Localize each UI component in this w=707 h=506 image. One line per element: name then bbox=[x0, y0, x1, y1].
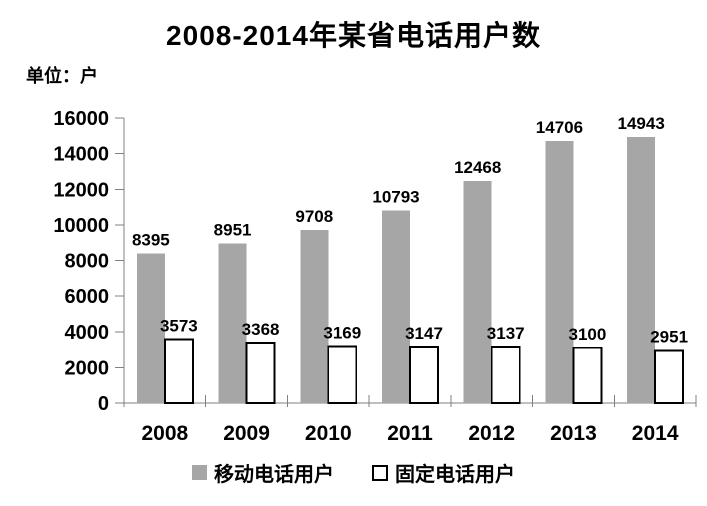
legend-label-fixed: 固定电话用户 bbox=[395, 464, 515, 486]
value-label-mobile-2008: 8395 bbox=[132, 230, 170, 249]
bar-mobile-2012 bbox=[463, 180, 492, 403]
x-axis-label-2011: 2011 bbox=[387, 422, 433, 445]
y-axis-label-4000: 4000 bbox=[65, 322, 110, 344]
x-axis-label-2009: 2009 bbox=[223, 422, 270, 445]
y-axis-label-0: 0 bbox=[98, 393, 109, 415]
value-label-fixed-2008: 3573 bbox=[160, 316, 198, 335]
bar-mobile-2008 bbox=[136, 253, 165, 403]
y-axis-label-10000: 10000 bbox=[53, 215, 109, 237]
value-label-mobile-2012: 12468 bbox=[454, 158, 501, 177]
y-axis-label-8000: 8000 bbox=[65, 251, 110, 273]
y-axis-label-2000: 2000 bbox=[65, 357, 110, 379]
y-axis-label-6000: 6000 bbox=[65, 286, 110, 308]
x-axis-label-2008: 2008 bbox=[141, 422, 188, 445]
x-axis-label-2012: 2012 bbox=[468, 422, 515, 445]
y-axis-label-16000: 16000 bbox=[53, 108, 109, 130]
bar-fixed-2008 bbox=[163, 338, 194, 404]
bar-fixed-2014 bbox=[654, 349, 685, 404]
y-axis-label-12000: 12000 bbox=[53, 179, 109, 201]
value-label-mobile-2014: 14943 bbox=[618, 114, 665, 133]
value-label-mobile-2013: 14706 bbox=[536, 118, 583, 137]
chart-legend: 移动电话用户 固定电话用户 bbox=[0, 458, 707, 487]
value-label-fixed-2013: 3100 bbox=[569, 325, 607, 344]
bar-fixed-2012 bbox=[490, 346, 521, 404]
value-label-mobile-2010: 9708 bbox=[295, 207, 333, 226]
x-axis-label-2014: 2014 bbox=[632, 422, 679, 445]
bar-mobile-2010 bbox=[300, 230, 329, 403]
value-label-fixed-2012: 3137 bbox=[487, 324, 525, 343]
bar-fixed-2009 bbox=[245, 342, 276, 404]
legend-item-fixed: 固定电话用户 bbox=[372, 458, 515, 487]
bar-mobile-2011 bbox=[382, 210, 410, 403]
bar-fixed-2010 bbox=[327, 345, 358, 404]
value-label-mobile-2011: 10793 bbox=[372, 188, 419, 207]
value-label-fixed-2014: 2951 bbox=[650, 327, 688, 346]
value-label-fixed-2011: 3147 bbox=[405, 324, 443, 343]
x-axis-label-2013: 2013 bbox=[550, 422, 597, 445]
bar-fixed-2013 bbox=[572, 346, 603, 404]
legend-swatch-mobile-icon bbox=[192, 465, 207, 480]
bar-mobile-2014 bbox=[627, 136, 656, 403]
x-axis-label-2010: 2010 bbox=[305, 422, 352, 445]
y-axis-label-14000: 14000 bbox=[53, 144, 109, 166]
value-label-fixed-2009: 3368 bbox=[242, 320, 280, 339]
value-label-mobile-2009: 8951 bbox=[214, 221, 252, 240]
legend-swatch-fixed-icon bbox=[372, 464, 388, 481]
bar-mobile-2013 bbox=[545, 141, 574, 403]
chart-title: 2008-2014年某省电话用户数 bbox=[166, 20, 541, 51]
legend-item-mobile: 移动电话用户 bbox=[192, 458, 334, 487]
legend-label-mobile: 移动电话用户 bbox=[214, 464, 334, 486]
bar-fixed-2011 bbox=[409, 346, 439, 404]
unit-label: 单位：户 bbox=[26, 66, 98, 86]
value-label-fixed-2010: 3169 bbox=[323, 324, 361, 343]
bar-mobile-2009 bbox=[218, 243, 247, 403]
